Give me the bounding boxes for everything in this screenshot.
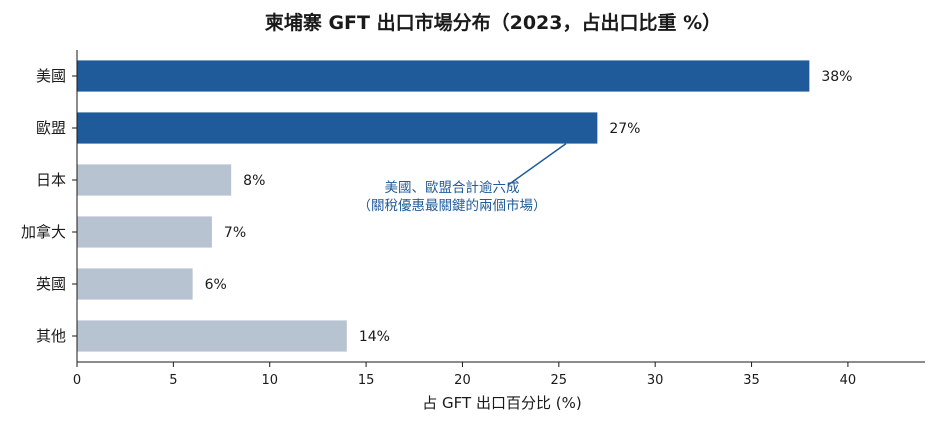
category-label-4: 英國 [36,275,66,293]
value-label-4: 6% [205,277,227,293]
x-tick-label-7: 35 [743,373,760,388]
bars-group: 38% 27% 8% 7% 6% 14% [77,60,852,352]
bar-3 [77,216,212,248]
category-label-0: 美國 [36,67,66,85]
bar-2 [77,164,232,196]
bar-5 [77,320,347,352]
value-label-3: 7% [224,225,246,241]
bar-4 [77,268,193,300]
annotation-group: 美國、歐盟合計逾六成（關稅優惠最關鍵的兩個市場） [358,142,567,214]
x-tick-label-6: 30 [647,373,664,388]
chart-title: 柬埔寨 GFT 出口市場分布（2023，占出口比重 %） [265,11,721,34]
x-tick-label-4: 20 [454,373,471,388]
x-tick-label-2: 10 [261,373,278,388]
category-label-1: 歐盟 [36,119,66,137]
x-tick-label-5: 25 [551,373,568,388]
x-tick-label-8: 40 [840,373,857,388]
annotation-arrow [507,142,567,186]
annotation-line-1: （關稅優惠最關鍵的兩個市場） [358,197,547,214]
annotation-line-0: 美國、歐盟合計逾六成 [385,180,520,196]
value-label-2: 8% [243,173,265,189]
bar-1 [77,112,598,144]
value-label-1: 27% [609,121,640,137]
x-tick-label-3: 15 [358,373,375,388]
x-axis-label: 占 GFT 出口百分比 (%) [422,394,581,412]
category-label-3: 加拿大 [21,223,66,241]
x-tick-label-1: 5 [169,373,177,388]
category-label-5: 其他 [36,327,66,345]
category-label-2: 日本 [36,171,66,189]
value-label-0: 38% [821,69,852,85]
bar-0 [77,60,810,92]
x-tick-label-0: 0 [73,373,81,388]
value-label-5: 14% [359,329,390,345]
